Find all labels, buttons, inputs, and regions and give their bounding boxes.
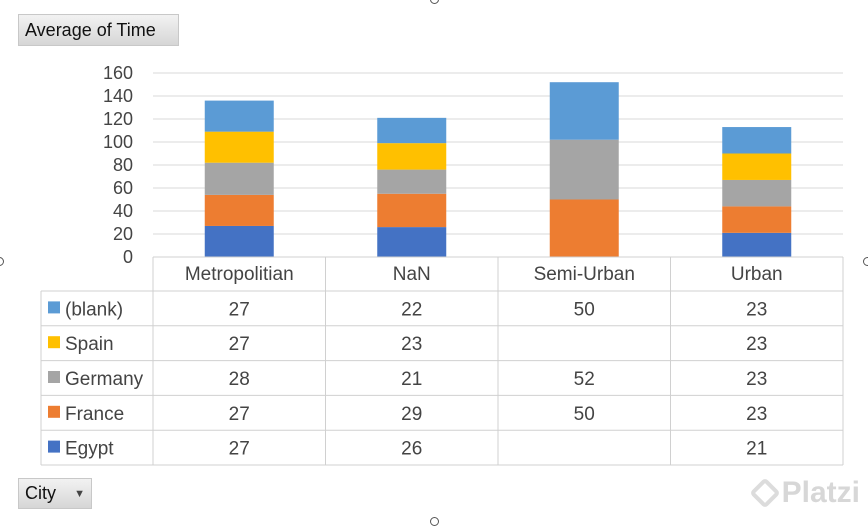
y-tick-label: 80 — [113, 155, 133, 175]
data-table-value: 27 — [229, 404, 250, 425]
bar-segment — [377, 143, 447, 170]
data-table-value: 29 — [401, 404, 422, 425]
legend-swatch — [48, 371, 60, 383]
category-label: Semi-Urban — [534, 264, 635, 285]
y-tick-label: 140 — [103, 86, 133, 106]
bar-segment — [204, 225, 274, 257]
bar-segment — [377, 169, 447, 194]
category-label: Urban — [731, 264, 783, 285]
value-field-label: Average of Time — [25, 19, 156, 40]
legend-swatch — [48, 405, 60, 418]
data-table-value: 27 — [229, 439, 250, 460]
data-table-value: 23 — [746, 334, 767, 355]
y-tick-label: 120 — [103, 109, 133, 129]
bar-segment — [204, 162, 274, 195]
data-table-value: 23 — [746, 404, 767, 425]
y-tick-label: 20 — [113, 224, 133, 244]
data-table-value: 27 — [229, 299, 250, 320]
legend-swatch — [48, 301, 60, 314]
city-field-button[interactable]: City ▼ — [18, 478, 92, 509]
data-table-value: 23 — [746, 369, 767, 390]
data-table-value: 21 — [401, 369, 422, 390]
bar-segment — [549, 139, 619, 200]
legend-swatch — [48, 440, 60, 453]
bar-segment — [722, 127, 792, 154]
bar-segment — [549, 199, 619, 257]
watermark: Platzi — [749, 476, 860, 510]
bar-segment — [377, 117, 447, 144]
data-table-value: 22 — [401, 299, 422, 320]
dropdown-arrow-icon[interactable]: ▼ — [74, 487, 85, 500]
y-tick-label: 60 — [113, 178, 133, 198]
platzi-logo-icon — [749, 477, 781, 509]
bar-segment — [722, 206, 792, 233]
data-table-value: 27 — [229, 334, 250, 355]
data-table-value: 23 — [401, 334, 422, 355]
data-table-value: 23 — [746, 299, 767, 320]
legend-label: Egypt — [65, 439, 114, 460]
legend-label: (blank) — [65, 299, 123, 320]
bar-segment — [722, 232, 792, 257]
legend-label: Spain — [65, 334, 114, 355]
bar-segment — [377, 193, 447, 228]
resize-handle-right[interactable] — [863, 257, 868, 266]
value-field-button[interactable]: Average of Time — [18, 14, 179, 46]
data-table-value: 50 — [574, 404, 595, 425]
bar-segment — [204, 100, 274, 132]
category-label: Metropolitian — [185, 264, 294, 285]
bar-segment — [549, 82, 619, 140]
bar-segment — [722, 153, 792, 180]
data-table-value: 50 — [574, 299, 595, 320]
legend-swatch — [48, 336, 60, 349]
bar-segment — [204, 194, 274, 226]
city-field-label: City — [25, 483, 56, 503]
data-table-value: 21 — [746, 439, 767, 460]
category-label: NaN — [393, 264, 431, 285]
watermark-text: Platzi — [781, 476, 860, 509]
legend-label: France — [65, 404, 124, 425]
data-table-value: 26 — [401, 439, 422, 460]
y-tick-label: 40 — [113, 201, 133, 221]
bar-segment — [204, 131, 274, 163]
legend-label: Germany — [65, 369, 144, 390]
y-tick-label: 0 — [123, 247, 133, 267]
data-table-value: 28 — [229, 369, 250, 390]
bar-segment — [722, 179, 792, 207]
y-tick-label: 100 — [103, 132, 133, 152]
bar-segment — [377, 227, 447, 257]
data-table-value: 52 — [574, 369, 595, 390]
y-tick-label: 160 — [103, 63, 133, 83]
